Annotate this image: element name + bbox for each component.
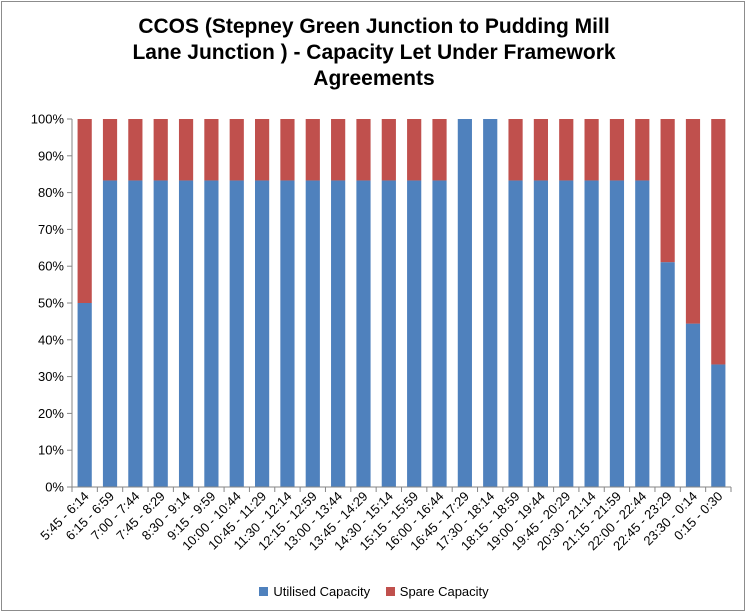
bar-spare: [711, 119, 726, 365]
bar-spare: [229, 119, 244, 181]
bar-spare: [559, 119, 574, 181]
bar-utilised: [508, 180, 523, 487]
legend-swatch-utilised: [259, 587, 269, 596]
bar-utilised: [102, 180, 118, 487]
bar-spare: [533, 119, 549, 181]
bar-spare: [280, 119, 295, 181]
y-tick-label: 0%: [45, 480, 64, 495]
bar-utilised: [559, 180, 574, 487]
bar-spare: [381, 119, 396, 181]
y-tick-label: 30%: [38, 369, 64, 384]
bar-utilised: [153, 180, 168, 487]
bar-utilised: [483, 119, 498, 487]
legend-label-spare: Spare Capacity: [399, 584, 489, 599]
chart-title-line-2: Lane Junction ) - Capacity Let Under Fra…: [132, 41, 616, 64]
bar-spare: [128, 119, 143, 181]
bar-spare: [508, 119, 523, 181]
legend-item-spare: Spare Capacity: [385, 584, 489, 599]
bar-utilised: [128, 180, 143, 487]
bar-utilised: [457, 119, 472, 487]
bar-utilised: [660, 262, 675, 487]
chart-title: CCOS (Stepney Green Junction to Pudding …: [0, 14, 748, 92]
bar-utilised: [331, 180, 346, 487]
bar-utilised: [229, 180, 244, 487]
chart-title-line-3: Agreements: [313, 67, 435, 90]
chart-title-line-1: CCOS (Stepney Green Junction to Pudding …: [138, 15, 610, 38]
y-tick-label: 90%: [38, 148, 64, 163]
bar-utilised: [533, 180, 549, 487]
bars: [77, 119, 726, 487]
bar-utilised: [204, 180, 219, 487]
bar-utilised: [685, 323, 701, 487]
y-axis: 0% 10% 20% 30% 40% 50% 60% 70% 80% 90% 100%: [31, 112, 73, 495]
bar-utilised: [711, 364, 726, 487]
bar-utilised: [584, 180, 599, 487]
y-tick-label: 80%: [38, 185, 64, 200]
bar-spare: [254, 119, 270, 181]
bar-spare: [153, 119, 168, 181]
y-tick-label: 10%: [38, 443, 64, 458]
bar-utilised: [356, 180, 371, 487]
bar-spare: [331, 119, 346, 181]
bar-utilised: [407, 180, 422, 487]
bar-utilised: [635, 180, 650, 487]
bar-spare: [584, 119, 599, 181]
x-axis: 5:45 - 6:146:15 - 6:597:00 - 7:447:45 - …: [37, 486, 732, 553]
bar-spare: [204, 119, 219, 181]
bar-spare: [305, 119, 320, 181]
bar-spare: [685, 119, 701, 324]
bar-utilised: [254, 180, 270, 487]
bar-spare: [77, 119, 92, 303]
y-tick-label: 60%: [38, 259, 64, 274]
bar-utilised: [305, 180, 320, 487]
legend: Utilised Capacity Spare Capacity: [0, 584, 748, 599]
legend-item-utilised: Utilised Capacity: [259, 584, 370, 599]
bar-spare: [635, 119, 650, 181]
bar-spare: [178, 119, 194, 181]
bar-utilised: [381, 180, 396, 487]
y-tick-label: 100%: [31, 112, 65, 127]
y-tick-label: 40%: [38, 332, 64, 347]
bar-spare: [660, 119, 675, 263]
y-tick-label: 50%: [38, 296, 64, 311]
y-tick-label: 70%: [38, 222, 64, 237]
bar-utilised: [432, 180, 447, 487]
bar-utilised: [178, 180, 194, 487]
bar-utilised: [77, 303, 92, 487]
y-tick-label: 20%: [38, 406, 64, 421]
bar-utilised: [609, 180, 625, 487]
bar-spare: [609, 119, 625, 181]
bar-utilised: [280, 180, 295, 487]
legend-label-utilised: Utilised Capacity: [273, 584, 371, 599]
bar-spare: [432, 119, 447, 181]
bar-spare: [407, 119, 422, 181]
legend-swatch-spare: [385, 587, 395, 596]
bar-spare: [356, 119, 371, 181]
bar-spare: [102, 119, 118, 181]
